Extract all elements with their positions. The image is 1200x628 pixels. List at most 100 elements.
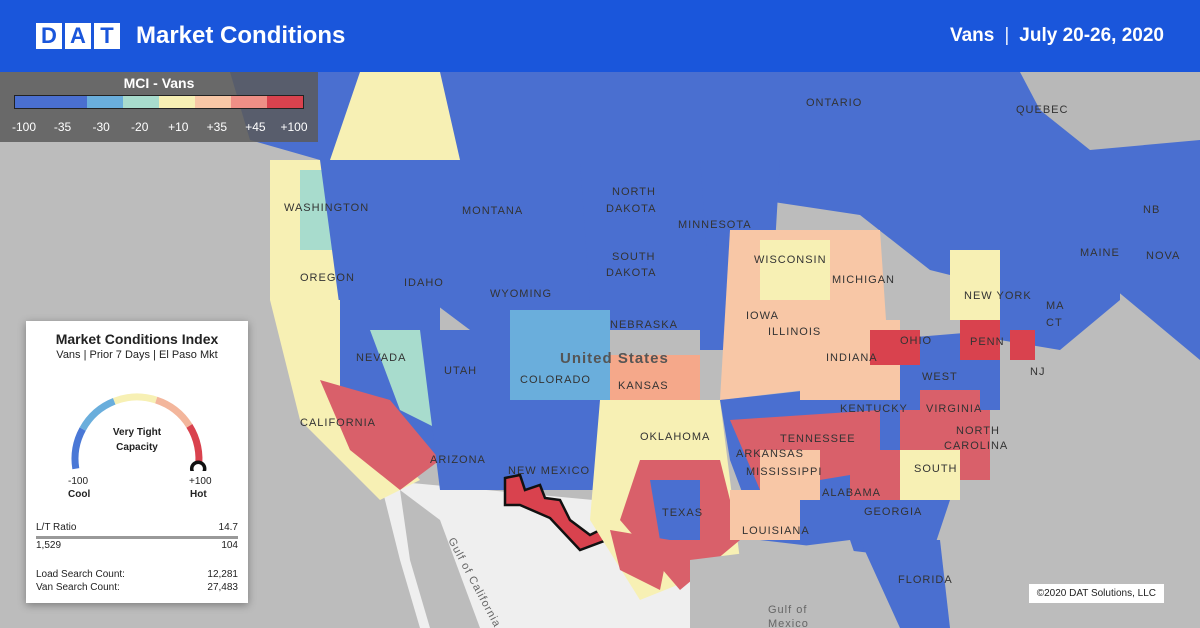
van-search-label: Van Search Count: — [36, 582, 120, 593]
gauge-arc-neutral — [113, 393, 158, 405]
label-penn: PENN — [970, 336, 1005, 348]
label-tennessee: TENNESSEE — [780, 433, 856, 445]
legend-swatch — [195, 96, 231, 108]
lt-ratio-label: L/T Ratio — [36, 522, 77, 533]
gulf-of-mexico — [690, 540, 880, 628]
label-montana: MONTANA — [462, 205, 523, 217]
label-texas: TEXAS — [662, 507, 703, 519]
legend-tick-label: -20 — [131, 120, 149, 134]
label-alabama: ALABAMA — [822, 487, 881, 499]
legend-swatch — [267, 96, 303, 108]
legend-swatch — [87, 96, 123, 108]
dat-logo: D A T — [36, 23, 120, 49]
gauge-max-label: Hot — [190, 489, 207, 500]
legend-color-bar — [14, 95, 304, 109]
panel-subtitle: Vans | Prior 7 Days | El Paso Mkt — [56, 349, 218, 361]
region-colorado — [510, 310, 610, 410]
mci-panel: Market Conditions Index Vans | Prior 7 D… — [26, 321, 248, 603]
legend-tick-label: +100 — [280, 120, 308, 134]
gauge-label: Very Tight Capacity — [97, 425, 177, 455]
label-kansas: KANSAS — [618, 380, 669, 392]
equipment-type: Vans — [949, 25, 995, 46]
label-idaho: IDAHO — [404, 277, 444, 289]
gauge-min-value: -100 — [68, 476, 89, 487]
region-el-paso[interactable] — [503, 473, 614, 552]
legend-tick-label: -35 — [53, 120, 72, 134]
legend-tick-label: +35 — [206, 120, 228, 134]
label-louisiana: LOUISIANA — [742, 525, 810, 537]
label-mississippi: MISSISSIPPI — [746, 466, 822, 478]
loads-count: 1,529 — [36, 540, 62, 551]
canada-region — [230, 72, 1200, 360]
legend-tick-label: -30 — [92, 120, 110, 134]
label-utah: UTAH — [444, 365, 477, 377]
gauge-indicator — [189, 460, 207, 471]
label-north-dakota-1: NORTH — [612, 186, 656, 198]
label-washington: WASHINGTON — [284, 202, 369, 214]
label-south-dakota-1: SOUTH — [612, 251, 656, 263]
canada-west-region — [330, 72, 460, 160]
logo-letter-d: D — [36, 23, 62, 49]
label-north-dakota-2: DAKOTA — [606, 203, 656, 215]
legend-swatch — [15, 96, 51, 108]
label-new-york: NEW YORK — [964, 290, 1032, 302]
label-north-carolina-1: NORTH — [956, 425, 1000, 437]
region-texas-gulf — [610, 530, 670, 590]
label-nevada: NEVADA — [356, 352, 406, 364]
logo-letter-t: T — [94, 23, 120, 49]
label-maine: MAINE — [1080, 247, 1120, 259]
label-georgia: GEORGIA — [864, 506, 922, 518]
van-search-value: 27,483 — [207, 582, 238, 593]
label-indiana: INDIANA — [826, 352, 878, 364]
label-gulf-mexico-1: Gulf of — [768, 604, 807, 616]
legend-swatch — [159, 96, 195, 108]
label-florida: FLORIDA — [898, 574, 953, 586]
label-kentucky: KENTUCKY — [840, 403, 908, 415]
header-meta: Vans | July 20-26, 2020 — [950, 25, 1164, 47]
label-north-carolina-2: CAROLINA — [944, 440, 1008, 452]
region-south-carolina — [900, 450, 960, 500]
logo-letter-a: A — [65, 23, 91, 49]
label-nova: NOVA — [1146, 250, 1180, 262]
legend-swatch — [51, 96, 87, 108]
legend-tick-label: +10 — [168, 120, 189, 134]
label-ma: MA — [1046, 300, 1065, 312]
label-nj: NJ — [1030, 366, 1045, 378]
label-nb: NB — [1143, 204, 1160, 216]
region-new-mexico — [500, 400, 600, 490]
label-gulf-mexico-2: Mexico — [768, 618, 809, 628]
region-nj — [1010, 330, 1035, 360]
gauge-arc-cool — [71, 427, 86, 470]
region-texas-east — [650, 480, 700, 540]
header-bar: D A T Market Conditions Vans | July 20-2… — [0, 0, 1200, 72]
region-wisconsin — [760, 240, 830, 300]
us-market-map[interactable]: ONTARIO QUEBEC WASHINGTON MONTANA NORTH … — [0, 72, 1200, 628]
region-penn — [960, 320, 1000, 360]
canada-north-gray — [1020, 72, 1200, 150]
legend-tick-label: -100 — [11, 120, 37, 134]
mci-gauge — [71, 393, 207, 471]
label-ct: CT — [1046, 317, 1063, 329]
load-search-label: Load Search Count: — [36, 569, 125, 580]
region-arizona — [420, 330, 510, 490]
gauge-arc-cold — [79, 398, 116, 431]
label-oregon: OREGON — [300, 272, 355, 284]
region-plains-north — [580, 160, 710, 300]
label-arkansas: ARKANSAS — [736, 448, 804, 460]
gulf-of-california — [400, 490, 480, 628]
label-west: WEST — [922, 371, 958, 383]
label-colorado: COLORADO — [520, 374, 591, 386]
label-iowa: IOWA — [746, 310, 779, 322]
label-ohio: OHIO — [900, 335, 932, 347]
date-range: July 20-26, 2020 — [1019, 25, 1164, 46]
mci-legend: MCI - Vans -100 -35 -30 -20 +10 +35 +45 +100 — [0, 72, 318, 142]
region-kansas — [610, 355, 700, 410]
region-indiana-hot — [870, 330, 920, 365]
region-louisiana — [730, 490, 800, 540]
region-virginia — [920, 390, 980, 430]
label-oklahoma: OKLAHOMA — [640, 431, 710, 443]
lt-ratio-value: 14.7 — [218, 522, 238, 533]
gauge-value-line2: Capacity — [116, 442, 158, 453]
legend-swatch — [123, 96, 159, 108]
legend-tick-label: +45 — [245, 120, 266, 134]
